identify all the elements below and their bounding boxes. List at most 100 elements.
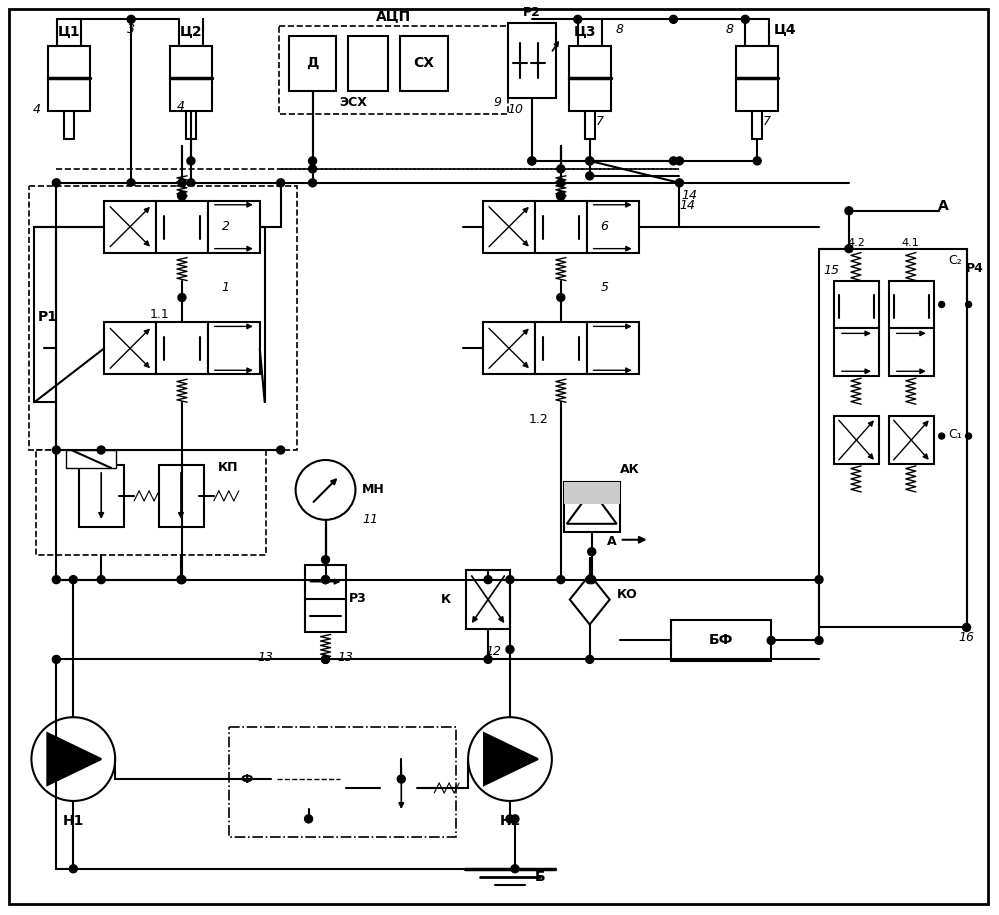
Text: С₁: С₁ [949, 427, 962, 440]
Text: Ц2: Ц2 [180, 25, 202, 38]
Bar [534, 200, 586, 253]
Circle shape [127, 178, 135, 187]
Circle shape [669, 16, 677, 23]
Text: КО: КО [617, 588, 638, 601]
Circle shape [675, 178, 683, 187]
Bar [736, 47, 778, 111]
Text: 10: 10 [506, 102, 522, 115]
Text: Р4: Р4 [966, 262, 983, 275]
Circle shape [845, 207, 853, 215]
Text: 7: 7 [763, 114, 771, 127]
Text: 14: 14 [679, 199, 695, 212]
Circle shape [187, 156, 195, 165]
Circle shape [52, 576, 60, 584]
Circle shape [322, 655, 330, 663]
Circle shape [966, 433, 972, 439]
Bar [104, 322, 156, 374]
Circle shape [187, 178, 195, 187]
Circle shape [505, 645, 513, 653]
Bar [159, 465, 204, 527]
Text: Ф: Ф [241, 772, 253, 785]
Bar [586, 322, 638, 374]
Text: 13: 13 [258, 651, 274, 664]
Text: СХ: СХ [414, 56, 435, 70]
Text: 11: 11 [363, 513, 379, 526]
Circle shape [309, 165, 317, 173]
Circle shape [556, 178, 564, 187]
Bar [401, 37, 449, 92]
Text: 15: 15 [823, 264, 839, 277]
Bar [229, 727, 457, 837]
Circle shape [309, 156, 317, 165]
Circle shape [177, 576, 185, 584]
Circle shape [277, 446, 285, 454]
Text: 9: 9 [494, 95, 501, 109]
Circle shape [69, 576, 77, 584]
Circle shape [178, 178, 186, 187]
Text: Р3: Р3 [349, 592, 367, 605]
Text: Ц4: Ц4 [774, 22, 796, 37]
Circle shape [556, 576, 564, 584]
Circle shape [398, 775, 406, 783]
Circle shape [556, 192, 564, 199]
Circle shape [669, 156, 677, 165]
Text: Н2: Н2 [500, 814, 520, 828]
Circle shape [469, 717, 551, 801]
Circle shape [939, 301, 945, 307]
Text: Б: Б [534, 870, 545, 884]
Text: А: А [606, 535, 616, 548]
Circle shape [587, 548, 595, 555]
Polygon shape [566, 490, 616, 523]
Circle shape [585, 576, 593, 584]
Bar [484, 322, 534, 374]
Circle shape [505, 815, 513, 823]
Circle shape [510, 815, 518, 823]
Text: К: К [442, 593, 452, 606]
Bar [889, 281, 934, 328]
Bar [563, 482, 619, 532]
Bar [381, 759, 423, 817]
Circle shape [52, 655, 60, 663]
Bar [289, 37, 337, 92]
Bar [834, 281, 879, 328]
Circle shape [939, 433, 945, 439]
Text: ЭСХ: ЭСХ [340, 95, 368, 109]
Circle shape [305, 815, 313, 823]
Circle shape [505, 576, 513, 584]
Circle shape [322, 576, 330, 584]
Bar [568, 47, 610, 111]
Bar [889, 416, 934, 464]
Text: АК: АК [619, 464, 639, 477]
Bar [170, 47, 212, 111]
Polygon shape [47, 733, 101, 785]
Circle shape [52, 446, 60, 454]
Circle shape [767, 637, 775, 644]
Bar [104, 200, 156, 253]
Circle shape [556, 165, 564, 173]
Circle shape [52, 178, 60, 187]
Bar [349, 37, 389, 92]
Text: 3: 3 [127, 23, 135, 36]
Circle shape [587, 576, 595, 584]
Polygon shape [485, 733, 537, 785]
Text: 4.1: 4.1 [902, 238, 920, 248]
Circle shape [485, 655, 493, 663]
Bar [484, 200, 534, 253]
Circle shape [322, 555, 330, 564]
Text: 4: 4 [177, 100, 185, 113]
Circle shape [178, 576, 186, 584]
Circle shape [585, 156, 593, 165]
Text: 2: 2 [222, 221, 230, 233]
Bar [819, 249, 967, 628]
Text: Р2: Р2 [522, 5, 540, 19]
Bar [534, 322, 586, 374]
Text: Ц1: Ц1 [58, 25, 81, 38]
Circle shape [510, 865, 518, 873]
Text: КП: КП [218, 461, 238, 475]
Circle shape [556, 294, 564, 301]
Bar [29, 186, 297, 450]
Bar [563, 482, 619, 504]
Bar [586, 200, 638, 253]
Bar [48, 47, 90, 111]
Bar [66, 450, 116, 468]
